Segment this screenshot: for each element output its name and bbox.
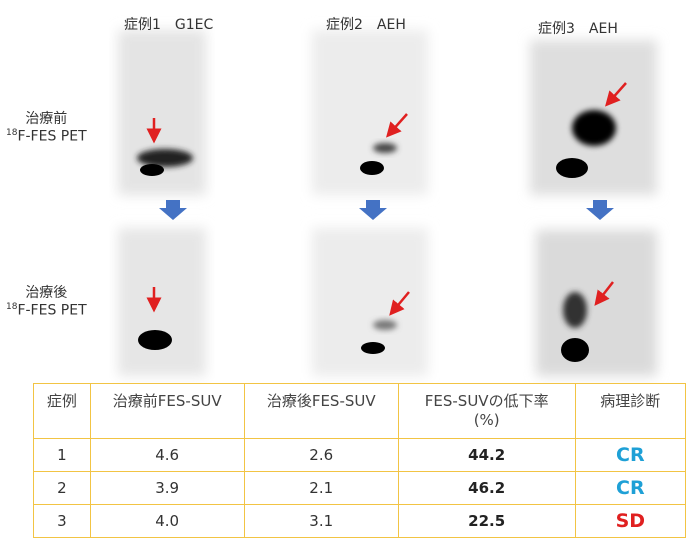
column-title: 症例1 G1EC <box>124 14 213 34</box>
row-label-line: 治療後 <box>6 282 87 302</box>
table-cell: CR <box>575 439 685 472</box>
page: 症例1 G1EC 症例2 AEH 症例3 AEH 治療前 18F-FES PET… <box>0 0 686 528</box>
table-cell: 2.1 <box>244 472 398 505</box>
table-cell: 1 <box>34 439 91 472</box>
row-label: 治療後 18F-FES PET <box>6 282 87 319</box>
header-text: (%) <box>399 411 575 429</box>
table-cell: 46.2 <box>398 472 575 505</box>
header-cell: 病理診断 <box>575 384 685 439</box>
table-cell: CR <box>575 472 685 505</box>
superscript: 18 <box>6 128 17 138</box>
superscript: 18 <box>6 302 17 312</box>
row-label-line: 18F-FES PET <box>6 128 87 145</box>
header-text: FES-SUVの低下率 <box>399 390 575 411</box>
blue-arrows <box>159 200 614 220</box>
row-label-text: F-FES PET <box>17 129 86 145</box>
pet-images <box>118 30 657 376</box>
table-cell: 4.6 <box>90 439 244 472</box>
row-label: 治療前 18F-FES PET <box>6 108 87 145</box>
column-title: 症例2 AEH <box>326 14 406 34</box>
table-cell: SD <box>575 505 685 538</box>
table-cell: 4.0 <box>90 505 244 538</box>
header-cell: 治療後FES-SUV <box>244 384 398 439</box>
table-cell: 22.5 <box>398 505 575 538</box>
table-cell: 3 <box>34 505 91 538</box>
row-label-line: 治療前 <box>6 108 87 128</box>
header-row: 症例 治療前FES-SUV 治療後FES-SUV FES-SUVの低下率(%) … <box>34 384 686 439</box>
table-cell: 2 <box>34 472 91 505</box>
header-cell: 治療前FES-SUV <box>90 384 244 439</box>
header-cell: 症例 <box>34 384 91 439</box>
figure <box>0 0 686 383</box>
header-cell: FES-SUVの低下率(%) <box>398 384 575 439</box>
table-cell: 2.6 <box>244 439 398 472</box>
result-table: 症例 治療前FES-SUV 治療後FES-SUV FES-SUVの低下率(%) … <box>33 383 686 538</box>
row-label-line: 18F-FES PET <box>6 302 87 319</box>
column-title: 症例3 AEH <box>538 18 618 38</box>
table-cell: 3.9 <box>90 472 244 505</box>
row-label-text: F-FES PET <box>17 303 86 319</box>
table-cell: 3.1 <box>244 505 398 538</box>
table-cell: 44.2 <box>398 439 575 472</box>
